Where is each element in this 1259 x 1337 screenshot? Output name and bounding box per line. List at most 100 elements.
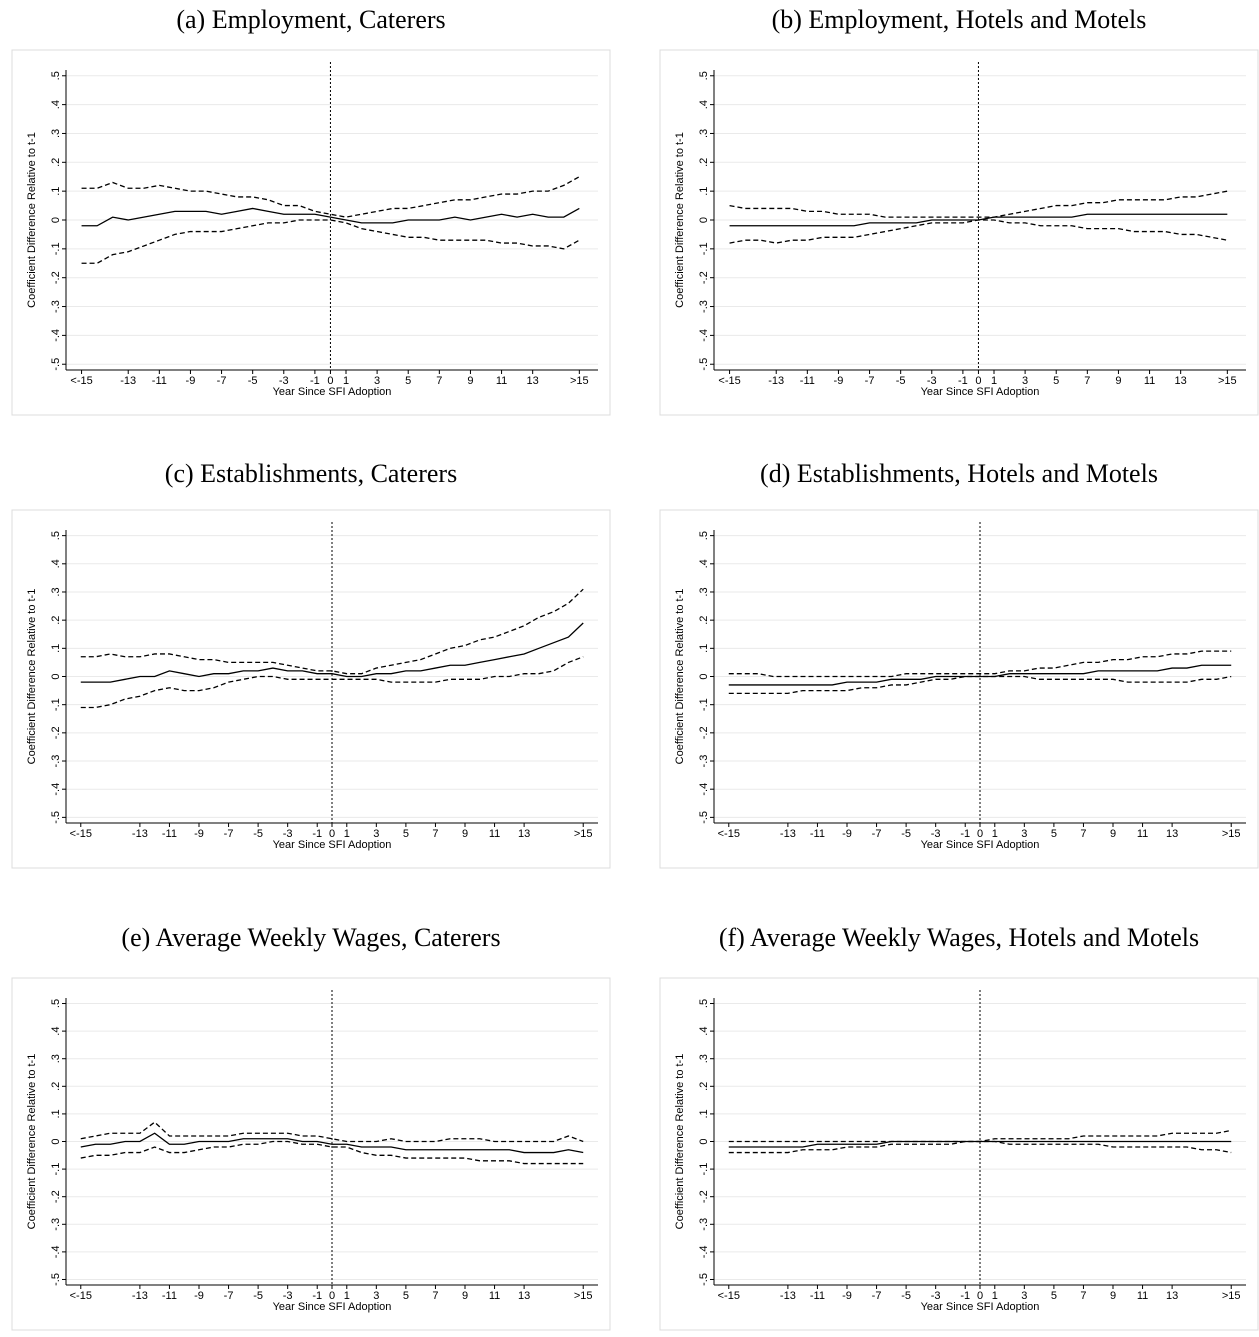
y-tick-label: .4 — [50, 559, 62, 568]
y-axis-label: Coefficient Difference Relative to t-1 — [26, 1054, 38, 1230]
x-tick-label: -5 — [248, 375, 258, 387]
x-tick-label: -9 — [842, 828, 852, 840]
y-tick-label: -.3 — [50, 1218, 62, 1231]
x-tick-label: 3 — [1021, 828, 1027, 840]
y-tick-label: .2 — [50, 158, 62, 167]
x-axis-label: Year Since SFI Adoption — [921, 839, 1040, 851]
x-tick-label: 0 — [329, 1290, 335, 1302]
x-tick-label: 11 — [489, 1290, 500, 1302]
y-tick-label: .3 — [50, 587, 62, 596]
x-tick-label: -3 — [927, 375, 937, 387]
panel-title: (f) Average Weekly Wages, Hotels and Mot… — [719, 923, 1199, 952]
y-tick-label: -.4 — [698, 783, 710, 796]
series-line — [80, 656, 584, 709]
y-tick-label: -.1 — [50, 242, 62, 255]
x-tick-label: -13 — [132, 828, 148, 840]
x-tick-label: 9 — [462, 828, 468, 840]
x-tick-label: 13 — [1175, 375, 1187, 387]
y-tick-label: -.1 — [698, 1163, 710, 1176]
x-tick-label: 7 — [1080, 828, 1086, 840]
y-tick-label: -.2 — [50, 271, 62, 284]
x-tick-label: 0 — [977, 1290, 983, 1302]
y-tick-label: .1 — [698, 1109, 710, 1118]
x-tick-label: -1 — [310, 375, 320, 387]
y-tick-label: 0 — [50, 217, 62, 223]
y-tick-label: -.1 — [698, 698, 710, 711]
x-tick-label: 13 — [1166, 828, 1178, 840]
y-tick-label: -.2 — [698, 1190, 710, 1203]
x-axis-label: Year Since SFI Adoption — [921, 1301, 1040, 1313]
y-tick-label: -.3 — [698, 1218, 710, 1231]
x-tick-label: 0 — [327, 375, 333, 387]
x-tick-label: 11 — [489, 828, 500, 840]
x-tick-label: 7 — [1084, 375, 1090, 387]
x-tick-label: 1 — [992, 1290, 998, 1302]
x-tick-label: -5 — [896, 375, 906, 387]
y-tick-label: .3 — [698, 129, 710, 138]
x-tick-label: 13 — [1166, 1290, 1178, 1302]
x-tick-label: <-15 — [718, 1290, 740, 1302]
x-tick-label: -13 — [780, 828, 796, 840]
x-tick-label: -9 — [842, 1290, 852, 1302]
y-tick-label: .2 — [50, 1082, 62, 1091]
x-tick-label: 3 — [374, 375, 380, 387]
y-tick-label: .1 — [50, 644, 62, 653]
x-tick-label: 0 — [977, 828, 983, 840]
x-tick-label: -1 — [312, 828, 322, 840]
x-tick-label: 0 — [975, 375, 981, 387]
series-line — [728, 650, 1232, 678]
y-tick-label: 0 — [698, 673, 710, 679]
x-tick-label: 1 — [344, 1290, 350, 1302]
x-axis-label: Year Since SFI Adoption — [273, 839, 392, 851]
y-tick-label: .4 — [50, 1027, 62, 1036]
x-tick-label: 5 — [403, 828, 409, 840]
series-line — [81, 219, 580, 264]
panel-frame — [11, 509, 611, 869]
panel-title: (b) Employment, Hotels and Motels — [772, 5, 1147, 34]
x-tick-label: >15 — [1222, 1290, 1241, 1302]
y-tick-label: -.5 — [50, 811, 62, 824]
x-tick-label: -7 — [872, 828, 882, 840]
panel-frame — [659, 977, 1259, 1331]
series-line — [729, 190, 1228, 218]
x-tick-label: 3 — [373, 828, 379, 840]
x-tick-label: -13 — [768, 375, 784, 387]
panel-frame — [659, 509, 1259, 869]
x-tick-label: 9 — [462, 1290, 468, 1302]
x-tick-label: -7 — [217, 375, 227, 387]
y-axis-label: Coefficient Difference Relative to t-1 — [26, 132, 38, 308]
y-tick-label: -.1 — [698, 242, 710, 255]
x-tick-label: -11 — [810, 1290, 825, 1302]
series-line — [728, 675, 1232, 695]
series-line — [729, 219, 1228, 244]
x-tick-label: -5 — [901, 828, 911, 840]
y-tick-label: -.4 — [50, 783, 62, 796]
y-tick-label: -.2 — [50, 726, 62, 739]
x-tick-label: 3 — [1021, 1290, 1027, 1302]
x-tick-label: 13 — [527, 375, 539, 387]
x-tick-label: -11 — [810, 828, 825, 840]
x-tick-label: >15 — [1218, 375, 1237, 387]
panel-frame — [659, 49, 1259, 416]
y-tick-label: .2 — [50, 616, 62, 625]
y-axis-label: Coefficient Difference Relative to t-1 — [674, 132, 686, 308]
y-tick-label: .4 — [698, 100, 710, 109]
x-tick-label: -9 — [186, 375, 196, 387]
panel-title: (d) Establishments, Hotels and Motels — [760, 459, 1158, 488]
y-tick-label: -.3 — [698, 300, 710, 313]
x-tick-label: 9 — [1110, 1290, 1116, 1302]
x-tick-label: >15 — [570, 375, 589, 387]
x-tick-label: -1 — [312, 1290, 322, 1302]
y-tick-label: 0 — [50, 673, 62, 679]
x-tick-label: -3 — [931, 1290, 941, 1302]
y-tick-label: .1 — [50, 187, 62, 196]
x-tick-label: -5 — [901, 1290, 911, 1302]
x-tick-label: -9 — [194, 828, 204, 840]
y-tick-label: .4 — [50, 100, 62, 109]
y-tick-label: -.4 — [50, 1245, 62, 1258]
y-tick-label: .4 — [698, 1027, 710, 1036]
y-tick-label: -.1 — [50, 698, 62, 711]
x-tick-label: <-15 — [70, 1290, 92, 1302]
y-tick-label: .3 — [50, 1054, 62, 1063]
